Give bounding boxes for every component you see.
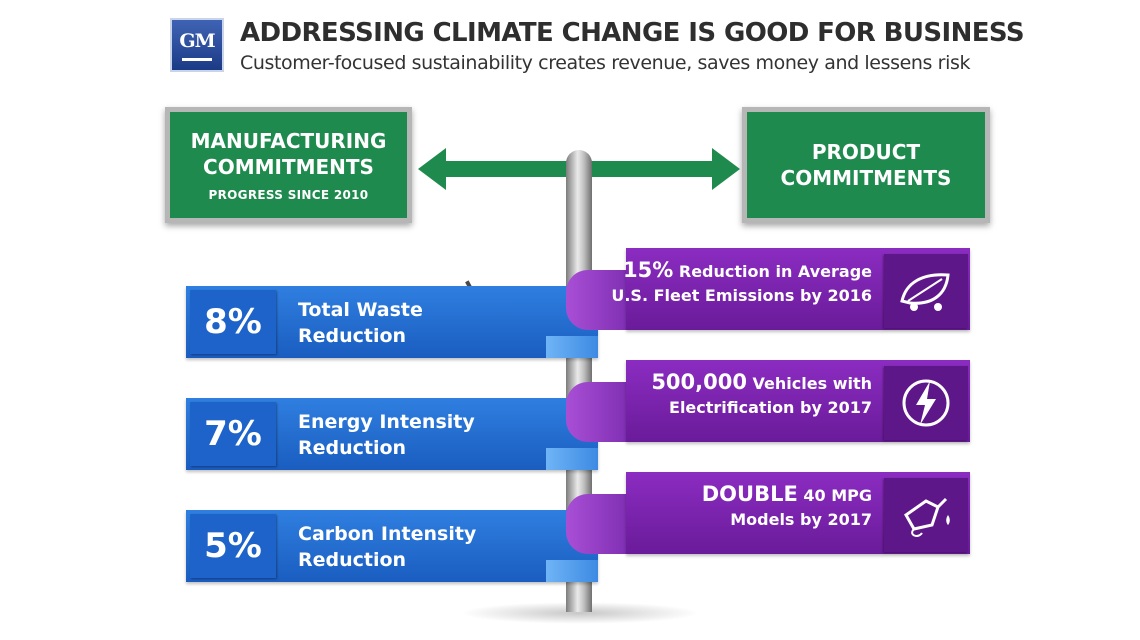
- sign-title: PRODUCT COMMITMENTS: [781, 139, 952, 191]
- item-label-line1: 15% Reduction in Average: [611, 258, 872, 284]
- item-label: DOUBLE 40 MPG Models by 2017: [702, 482, 872, 532]
- percent-badge: 8%: [190, 290, 276, 354]
- item-label-line1: Total Waste: [298, 299, 423, 321]
- fuel-nozzle-icon: [904, 497, 950, 537]
- manufacturing-item: 5% Carbon Intensity Reduction: [186, 510, 598, 582]
- item-label-line1: Carbon Intensity: [298, 523, 477, 545]
- manufacturing-item: 8% Total Waste Reduction: [186, 286, 598, 358]
- ribbon-wrap: [566, 382, 628, 442]
- item-highlight: 500,000: [651, 370, 747, 394]
- item-label: Energy Intensity Reduction: [298, 409, 475, 461]
- item-label-line2: Electrification by 2017: [669, 398, 872, 417]
- ribbon-tail: [546, 336, 598, 358]
- item-label-line1: 500,000 Vehicles with: [651, 370, 872, 396]
- pole-shadow: [460, 602, 700, 624]
- sign-subtitle: PROGRESS SINCE 2010: [208, 188, 369, 202]
- item-label-line2: Reduction: [298, 549, 407, 571]
- product-item: 15% Reduction in Average U.S. Fleet Emis…: [611, 248, 970, 330]
- item-label-rest: Vehicles with: [746, 374, 872, 393]
- item-label-rest: 40 MPG: [797, 486, 872, 505]
- sign-title-line1: PRODUCT: [811, 140, 921, 164]
- logo-underline: [182, 58, 212, 61]
- icon-box: [884, 254, 968, 328]
- page-subtitle: Customer-focused sustainability creates …: [240, 52, 971, 74]
- logo-text: GM: [179, 30, 215, 52]
- item-label: 500,000 Vehicles with Electrification by…: [651, 370, 872, 420]
- gm-logo: GM: [170, 18, 224, 72]
- manufacturing-item: 7% Energy Intensity Reduction: [186, 398, 598, 470]
- item-label: 15% Reduction in Average U.S. Fleet Emis…: [611, 258, 872, 308]
- item-label-line1: Energy Intensity: [298, 411, 475, 433]
- icon-box: [884, 366, 968, 440]
- sign-title-line2: COMMITMENTS: [203, 155, 374, 179]
- percent-badge: 5%: [190, 514, 276, 578]
- item-label-rest: Reduction in Average: [673, 262, 872, 281]
- item-highlight: DOUBLE: [701, 482, 798, 506]
- item-label-line2: Reduction: [298, 325, 407, 347]
- icon-box: [884, 478, 968, 552]
- ribbon-tail: [546, 560, 598, 582]
- electric-plug-icon: [902, 379, 950, 427]
- item-label: Total Waste Reduction: [298, 297, 423, 349]
- product-item: DOUBLE 40 MPG Models by 2017: [626, 472, 970, 554]
- sign-title: MANUFACTURING COMMITMENTS: [191, 128, 387, 180]
- sign-title-line2: COMMITMENTS: [780, 166, 952, 190]
- ribbon-wrap: [566, 494, 628, 554]
- leaf-car-icon: [900, 273, 950, 311]
- item-label: Carbon Intensity Reduction: [298, 521, 476, 573]
- item-highlight: 15%: [623, 258, 674, 282]
- item-label-line1: DOUBLE 40 MPG: [702, 482, 872, 508]
- page-title: ADDRESSING CLIMATE CHANGE IS GOOD FOR BU…: [240, 18, 1025, 48]
- ribbon-tail: [546, 448, 598, 470]
- item-label-line2: Reduction: [298, 437, 407, 459]
- manufacturing-commitments-sign: MANUFACTURING COMMITMENTS PROGRESS SINCE…: [165, 107, 412, 223]
- product-commitments-sign: PRODUCT COMMITMENTS: [742, 107, 990, 223]
- percent-badge: 7%: [190, 402, 276, 466]
- ribbon-wrap: [566, 270, 628, 330]
- item-label-line2: U.S. Fleet Emissions by 2016: [611, 286, 872, 305]
- item-label-line2: Models by 2017: [730, 510, 872, 529]
- product-item: 500,000 Vehicles with Electrification by…: [626, 360, 970, 442]
- sign-title-line1: MANUFACTURING: [190, 129, 387, 153]
